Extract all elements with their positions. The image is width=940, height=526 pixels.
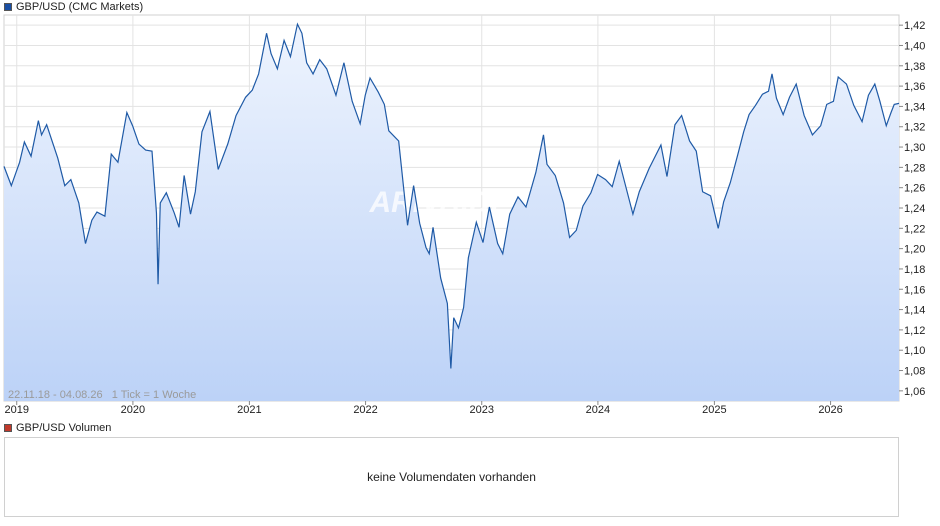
y-tick-label: 1,18	[904, 264, 925, 276]
y-tick-label: 1,24	[904, 203, 925, 215]
y-tick-label: 1,34	[904, 101, 925, 113]
price-line	[3, 22, 900, 369]
y-tick-label: 1,14	[904, 305, 925, 317]
y-tick-label: 1,10	[904, 345, 925, 357]
y-tick-label: 1,28	[904, 162, 925, 174]
x-axis-ticks: 2019 2020 2021 2022 2023 2024 2025 2026	[4, 401, 843, 416]
y-tick-label: 1,16	[904, 284, 925, 296]
volume-legend-swatch	[4, 424, 12, 432]
y-tick-label: 1,22	[904, 223, 925, 235]
y-tick-label: 1,26	[904, 183, 925, 195]
y-tick-label: 1,38	[904, 61, 925, 73]
x-tick-label: 2025	[702, 404, 726, 416]
y-tick-label: 1,36	[904, 81, 925, 93]
x-tick-label: 2026	[818, 404, 842, 416]
volume-legend: GBP/USD Volumen	[4, 421, 111, 435]
price-area-fill	[4, 24, 899, 401]
y-tick-label: 1,30	[904, 142, 925, 154]
y-tick-label: 1,06	[904, 386, 925, 398]
price-legend-swatch	[4, 3, 12, 11]
x-tick-label: 2024	[586, 404, 610, 416]
x-tick-label: 2022	[353, 404, 377, 416]
y-tick-label: 1,20	[904, 244, 925, 256]
x-tick-label: 2020	[121, 404, 145, 416]
y-tick-label: 1,32	[904, 122, 925, 134]
watermark: ARIVA.DE	[368, 186, 511, 219]
y-tick-label: 1,12	[904, 325, 925, 337]
volume-empty-message: keine Volumendaten vorhanden	[367, 470, 536, 484]
x-tick-label: 2021	[237, 404, 261, 416]
x-tick-label: 2023	[469, 404, 493, 416]
x-tick-label: 2019	[4, 404, 28, 416]
volume-panel: keine Volumendaten vorhanden	[4, 437, 899, 517]
y-axis-ticks: 1,06 1,08 1,10 1,12 1,14 1,16 1,18 1,20 1,22 1,24…	[899, 20, 925, 398]
y-tick-label: 1,40	[904, 40, 925, 52]
range-label: 22.11.18 - 04.08.26 1 Tick = 1 Woche	[8, 389, 196, 401]
price-chart[interactable]: ARIVA.DE 1,06 1,08 1,10 1,12 1,14 1,16 1,18 1,2…	[0, 0, 940, 420]
y-tick-label: 1,08	[904, 366, 925, 378]
price-legend-label: GBP/USD (CMC Markets)	[16, 1, 144, 13]
volume-legend-label: GBP/USD Volumen	[16, 422, 112, 434]
price-legend: GBP/USD (CMC Markets)	[4, 0, 143, 14]
y-tick-label: 1,42	[904, 20, 925, 32]
